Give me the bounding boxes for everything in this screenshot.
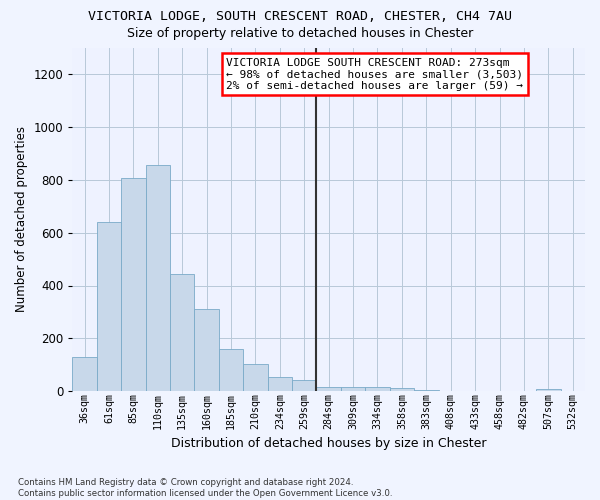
Bar [146, 165, 170, 392]
Text: VICTORIA LODGE, SOUTH CRESCENT ROAD, CHESTER, CH4 7AU: VICTORIA LODGE, SOUTH CRESCENT ROAD, CHE… [88, 10, 512, 23]
Bar [170, 274, 194, 392]
Bar [536, 388, 560, 392]
X-axis label: Distribution of detached houses by size in Chester: Distribution of detached houses by size … [171, 437, 487, 450]
Y-axis label: Number of detached properties: Number of detached properties [15, 126, 28, 312]
Bar [341, 388, 365, 392]
Bar [268, 376, 292, 392]
Text: Size of property relative to detached houses in Chester: Size of property relative to detached ho… [127, 28, 473, 40]
Bar [194, 310, 219, 392]
Bar [365, 386, 389, 392]
Bar [97, 222, 121, 392]
Text: VICTORIA LODGE SOUTH CRESCENT ROAD: 273sqm
← 98% of detached houses are smaller : VICTORIA LODGE SOUTH CRESCENT ROAD: 273s… [226, 58, 523, 91]
Bar [487, 390, 512, 392]
Bar [389, 388, 414, 392]
Text: Contains HM Land Registry data © Crown copyright and database right 2024.
Contai: Contains HM Land Registry data © Crown c… [18, 478, 392, 498]
Bar [219, 349, 243, 392]
Bar [73, 357, 97, 392]
Bar [414, 390, 439, 392]
Bar [292, 380, 316, 392]
Bar [463, 390, 487, 392]
Bar [243, 364, 268, 392]
Bar [439, 390, 463, 392]
Bar [316, 388, 341, 392]
Bar [121, 178, 146, 392]
